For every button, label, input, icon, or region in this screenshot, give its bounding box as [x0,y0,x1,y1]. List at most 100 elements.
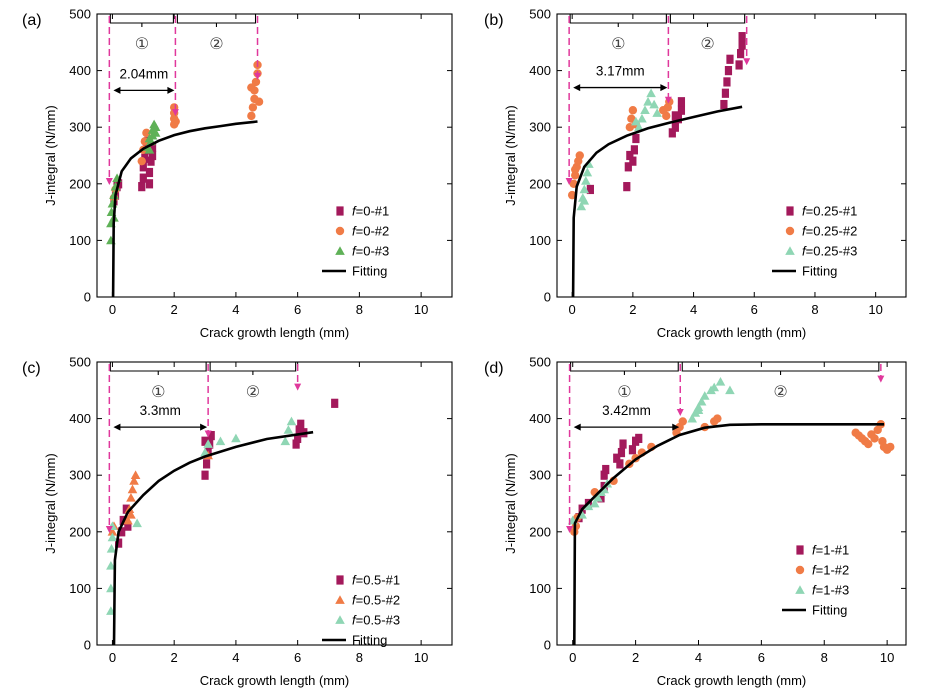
data-point [582,167,593,177]
data-point [126,493,136,502]
legend-marker [335,246,345,255]
stage-label: ① [151,382,165,401]
y-tick-label: 0 [84,290,91,305]
y-tick-label: 300 [529,468,551,483]
data-point [145,179,154,189]
data-point [254,97,264,106]
data-point [628,445,637,455]
plot-frame [556,13,907,298]
data-point [629,156,637,166]
data-point [668,128,676,138]
y-tick-label: 0 [544,638,551,653]
legend-label: f=1-#3 [812,583,849,598]
data-point [589,498,600,508]
fitting-curve [112,430,314,646]
legend-marker [335,615,345,624]
data-point [631,116,641,126]
x-tick-label: 8 [356,650,363,665]
data-point [652,108,662,117]
data-point [624,162,632,172]
y-tick-label: 500 [529,355,551,370]
x-tick-label: 6 [758,650,765,665]
panel-label: (b) [484,12,504,29]
data-point [738,32,746,42]
legend-label: f=0-#3 [352,244,389,259]
panel-label: (d) [484,360,504,377]
data-point [130,470,141,480]
data-point [600,470,608,480]
legend: f=0-#1 f=0-#2 f=0-#3 Fitting [322,204,389,279]
data-point [247,83,256,92]
legend-label: f=0.5-#3 [352,613,400,628]
fitting-curve [573,423,884,646]
y-tick-label: 500 [69,355,91,370]
stage-label: ② [209,34,223,53]
legend-label: f=1-#1 [812,543,849,558]
stage-boundary-arrowhead [294,383,302,391]
data-point [107,527,118,536]
data-point [286,416,297,426]
data-point [579,184,590,194]
legend-label: f=0.25-#1 [802,204,857,219]
data-point [124,521,132,531]
plot-frame [96,361,453,646]
y-tick-label: 400 [69,63,91,78]
dimension-arrowhead-right [672,423,680,431]
data-point [699,391,710,400]
series-3 [106,119,161,245]
data-point [735,60,743,70]
data-point [649,99,659,109]
legend-label: f=0.5-#1 [352,573,400,588]
y-tick-label: 200 [529,176,551,191]
dimension-label: 3.42mm [602,403,651,418]
data-point [583,501,594,511]
data-point [630,145,638,155]
x-tick-label: 6 [751,302,758,317]
y-tick-label: 300 [69,120,91,135]
data-point [571,165,580,174]
stage-boundary-arrowhead [254,72,262,80]
data-point [579,195,590,205]
x-tick-label: 10 [880,650,894,665]
legend-marker [785,246,795,255]
series-1 [115,398,339,548]
data-point [602,464,610,475]
dimension-label: 3.17mm [596,64,645,79]
stage-boundary-arrowhead [171,109,179,117]
data-point [709,382,720,392]
plot-frame [556,361,907,646]
data-point [724,66,733,76]
legend: f=0.25-#1 f=0.25-#2 f=0.25-#3 Fitting [772,204,857,279]
data-point [148,142,157,152]
dimension-label: 2.04mm [120,66,169,81]
stage-label: ② [246,382,260,401]
data-point [567,190,577,200]
dimension-arrowhead-left [113,86,121,94]
data-point [139,173,147,183]
data-point [129,476,139,485]
series-2 [109,60,264,203]
data-point [737,49,745,59]
dimension-arrowhead-right [660,84,668,92]
data-point [713,414,722,423]
legend-marker [796,545,804,555]
data-point [721,88,730,98]
data-point [617,447,626,458]
stage-bracket [669,14,746,24]
data-point [677,97,686,107]
data-point [643,96,653,106]
data-point [144,133,155,143]
data-point [283,425,294,434]
legend-label: Fitting [802,264,837,279]
series-3 [106,416,297,615]
legend: f=1-#1 f=1-#2 f=1-#3 Fitting [782,543,849,618]
y-tick-label: 500 [529,7,551,22]
data-point [251,77,261,87]
data-point [623,182,631,192]
data-point [677,105,686,115]
y-tick-label: 100 [529,581,551,596]
data-point [201,436,209,446]
data-point [867,430,876,439]
